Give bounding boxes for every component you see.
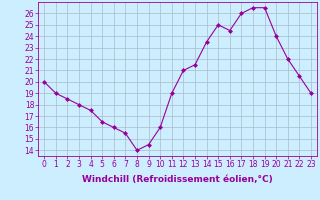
X-axis label: Windchill (Refroidissement éolien,°C): Windchill (Refroidissement éolien,°C) — [82, 175, 273, 184]
